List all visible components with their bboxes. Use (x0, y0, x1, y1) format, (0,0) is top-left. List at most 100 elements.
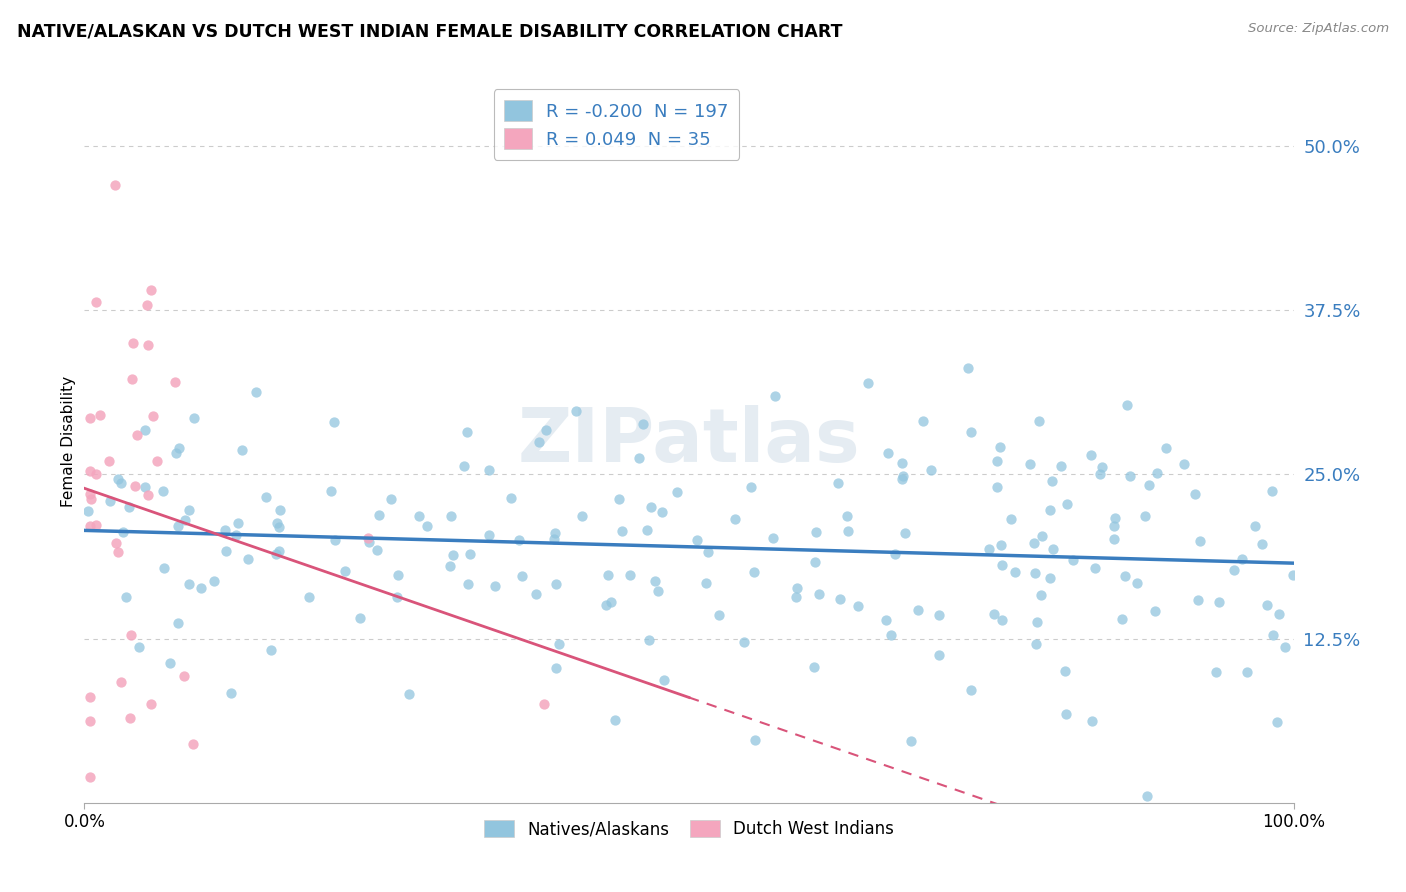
Point (546, 661, 568, 675)
Point (368, 508, 391, 523)
Point (1039, 503, 1062, 517)
Point (440, 509, 463, 524)
Point (1025, 636, 1047, 650)
Point (1187, 593, 1209, 607)
Point (920, 463, 942, 477)
Point (761, 531, 783, 545)
Point (640, 500, 662, 514)
Point (650, 505, 672, 519)
Point (1062, 553, 1084, 567)
Point (1205, 665, 1227, 680)
Point (124, 479, 146, 493)
Point (128, 640, 150, 654)
Point (165, 376, 187, 390)
Point (1274, 640, 1296, 654)
Point (76, 504, 98, 518)
Point (136, 338, 159, 352)
Point (173, 513, 195, 527)
Point (1022, 535, 1045, 549)
Point (80, 491, 103, 506)
Point (79, 464, 101, 478)
Text: NATIVE/ALASKAN VS DUTCH WEST INDIAN FEMALE DISABILITY CORRELATION CHART: NATIVE/ALASKAN VS DUTCH WEST INDIAN FEMA… (17, 22, 842, 40)
Point (983, 607, 1005, 621)
Point (1265, 715, 1288, 730)
Point (1251, 537, 1274, 551)
Point (225, 528, 247, 542)
Point (1143, 604, 1166, 618)
Point (806, 525, 828, 540)
Point (1056, 497, 1078, 511)
Point (245, 384, 267, 399)
Point (86, 467, 108, 482)
Text: Source: ZipAtlas.com: Source: ZipAtlas.com (1249, 22, 1389, 36)
Point (79, 487, 101, 501)
Point (118, 710, 141, 724)
Point (628, 450, 651, 465)
Point (97, 454, 120, 468)
Point (387, 567, 409, 582)
Point (1042, 542, 1064, 557)
Point (357, 535, 380, 549)
Point (1054, 664, 1077, 678)
Point (599, 595, 621, 609)
Point (991, 558, 1014, 572)
Point (321, 484, 343, 499)
Point (1137, 478, 1160, 492)
Point (357, 531, 380, 545)
Point (478, 527, 501, 541)
Point (911, 414, 934, 428)
Point (979, 542, 1001, 557)
Point (724, 512, 747, 526)
Point (1080, 448, 1102, 462)
Point (610, 524, 633, 538)
Point (1081, 714, 1104, 728)
Point (86, 517, 108, 532)
Point (697, 545, 720, 559)
Point (1263, 628, 1285, 642)
Point (323, 533, 346, 548)
Point (215, 544, 238, 558)
Point (190, 582, 212, 596)
Point (179, 503, 201, 517)
Point (508, 533, 530, 547)
Point (548, 637, 571, 651)
Point (167, 615, 190, 630)
Point (607, 491, 630, 506)
Point (349, 610, 371, 624)
Point (1091, 459, 1114, 474)
Point (636, 523, 658, 537)
Point (79, 519, 101, 533)
Point (533, 698, 555, 712)
Point (990, 613, 1012, 627)
Point (112, 524, 135, 539)
Point (986, 480, 1008, 494)
Point (79, 770, 101, 784)
Point (134, 480, 156, 494)
Point (512, 568, 534, 582)
Point (84, 295, 107, 310)
Point (335, 565, 357, 579)
Point (142, 409, 165, 424)
Point (956, 360, 979, 375)
Point (173, 669, 195, 683)
Point (644, 574, 666, 588)
Point (619, 567, 641, 582)
Point (181, 737, 204, 751)
Point (179, 576, 201, 591)
Point (89, 408, 111, 422)
Point (524, 586, 547, 600)
Point (1000, 512, 1022, 526)
Point (900, 734, 922, 748)
Point (1236, 665, 1258, 679)
Point (1173, 458, 1195, 472)
Point (1282, 568, 1305, 582)
Point (236, 551, 259, 566)
Point (1031, 529, 1053, 543)
Point (398, 687, 420, 701)
Point (858, 376, 880, 390)
Point (79, 714, 101, 729)
Point (631, 417, 654, 431)
Point (1230, 552, 1253, 566)
Point (988, 440, 1011, 454)
Point (1114, 569, 1136, 583)
